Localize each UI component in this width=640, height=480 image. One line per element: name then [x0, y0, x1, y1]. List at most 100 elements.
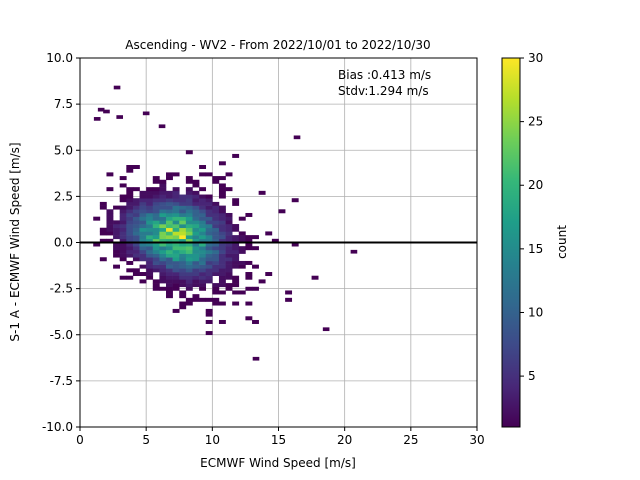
heatmap-cell — [159, 187, 167, 192]
heatmap-cell-outlier — [113, 85, 121, 90]
heatmap-cell — [139, 272, 147, 277]
heatmap-cell — [199, 227, 207, 232]
heatmap-cell — [152, 246, 160, 251]
heatmap-cell — [199, 220, 207, 225]
heatmap-cell-outlier — [158, 124, 166, 129]
heatmap-cell — [172, 194, 180, 199]
heatmap-cell — [126, 212, 134, 217]
heatmap-cell — [199, 201, 207, 206]
heatmap-cell — [232, 201, 240, 206]
heatmap-cell — [185, 227, 193, 232]
heatmap-cell — [179, 231, 187, 236]
heatmap-cell — [205, 216, 213, 221]
heatmap-cell — [172, 257, 180, 262]
heatmap-cell — [185, 205, 193, 210]
heatmap-cell — [218, 246, 226, 251]
heatmap-cell — [99, 238, 107, 243]
heatmap-cell — [238, 216, 246, 221]
heatmap-cell — [179, 249, 187, 254]
heatmap-cell — [119, 194, 127, 199]
heatmap-cell — [159, 286, 167, 291]
heatmap-cell — [106, 216, 114, 221]
heatmap-cell — [218, 190, 226, 195]
heatmap-cell — [132, 216, 140, 221]
heatmap-cell — [212, 253, 220, 258]
heatmap-cell — [113, 205, 120, 210]
heatmap-cell-outlier — [322, 327, 330, 332]
heatmap-cell — [159, 209, 167, 214]
heatmap-cell — [159, 235, 167, 240]
heatmap-cell — [126, 198, 134, 203]
heatmap-cell — [192, 220, 200, 225]
heatmap-cell — [232, 224, 240, 229]
heatmap-cell — [225, 172, 233, 177]
heatmap-cell — [245, 272, 253, 277]
heatmap-cell — [152, 253, 160, 258]
heatmap-cell — [192, 275, 200, 280]
colorbar-gradient — [501, 57, 521, 428]
heatmap-cell — [205, 268, 213, 273]
heatmap-cell — [232, 260, 240, 265]
heatmap-cell — [152, 220, 160, 225]
heatmap-cell — [205, 249, 213, 254]
heatmap-cell — [185, 235, 193, 240]
heatmap-cell — [205, 253, 213, 258]
heatmap-cell — [218, 216, 226, 221]
heatmap-cell — [185, 297, 193, 302]
heatmap-cell — [225, 224, 233, 229]
heatmap-cell — [179, 283, 187, 288]
heatmap-cell — [192, 227, 200, 232]
heatmap-cell — [185, 220, 193, 225]
heatmap-cell — [159, 272, 167, 277]
heatmap-cell — [205, 172, 213, 177]
heatmap-cell — [199, 209, 207, 214]
heatmap-cell — [152, 205, 160, 210]
heatmap-cell — [238, 235, 246, 240]
heatmap-cell — [245, 235, 253, 240]
heatmap-cell — [225, 235, 233, 240]
heatmap-cell — [166, 216, 173, 221]
heatmap-cell — [132, 224, 140, 229]
heatmap-cell — [159, 279, 167, 284]
heatmap-cell — [106, 172, 114, 177]
heatmap-cell — [146, 212, 154, 217]
heatmap-cell — [146, 187, 154, 192]
heatmap-cell — [113, 249, 120, 254]
heatmap-cell — [212, 257, 220, 262]
heatmap-cell — [179, 212, 187, 217]
heatmap-cell — [225, 286, 233, 291]
heatmap-cell — [119, 249, 127, 254]
heatmap-cell — [126, 249, 134, 254]
heatmap-cell — [166, 275, 173, 280]
heatmap-cell — [199, 246, 207, 251]
heatmap-cell — [146, 209, 154, 214]
heatmap-cell — [199, 272, 207, 277]
heatmap-cell — [172, 308, 180, 313]
heatmap-cell — [232, 264, 240, 269]
heatmap-cell-outlier — [293, 135, 301, 140]
heatmap-cell — [99, 201, 107, 206]
heatmap-cell — [172, 249, 180, 254]
heatmap-cell — [205, 220, 213, 225]
heatmap-cell — [126, 205, 134, 210]
heatmap-cell — [185, 272, 193, 277]
heatmap-cell — [99, 231, 107, 236]
heatmap-cell — [139, 279, 147, 284]
heatmap-cell — [179, 205, 187, 210]
heatmap-cell — [238, 260, 246, 265]
heatmap-cell — [252, 286, 259, 291]
heatmap-cell — [172, 275, 180, 280]
heatmap-cell — [199, 297, 207, 302]
heatmap-cell — [218, 238, 226, 243]
heatmap-cell — [152, 242, 160, 247]
y-tick-label: -5.0 — [50, 328, 73, 342]
heatmap-cell — [106, 224, 114, 229]
heatmap-cell — [172, 216, 180, 221]
heatmap-cell — [185, 190, 193, 195]
heatmap-cell — [146, 249, 154, 254]
heatmap-cell — [166, 279, 173, 284]
heatmap-cell — [192, 279, 200, 284]
heatmap-cell — [159, 231, 167, 236]
heatmap-cell — [166, 268, 173, 273]
